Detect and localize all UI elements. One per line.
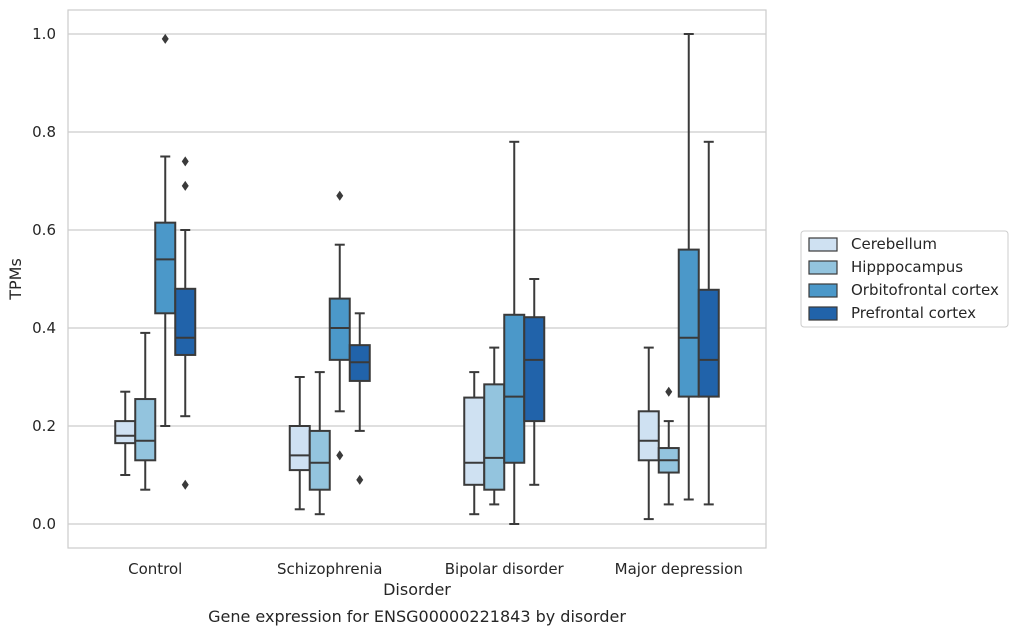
box-iqr [154, 221, 177, 315]
outlier-point [665, 386, 673, 397]
legend-label: Prefrontal cortex [851, 304, 976, 322]
box-orbitofrontal-cortex [503, 140, 526, 525]
x-tick-label: Control [128, 560, 182, 578]
outlier-point [181, 156, 189, 167]
box-iqr [134, 398, 157, 462]
y-axis-ticks: 0.0 0.2 0.4 0.6 0.8 1.0 [32, 25, 56, 533]
box-iqr [483, 383, 506, 491]
y-tick-label: 0.4 [32, 319, 56, 337]
y-tick-label: 0.6 [32, 221, 56, 239]
legend-swatch [808, 283, 838, 298]
legend-frame [800, 230, 1009, 328]
legend-swatch [808, 260, 838, 275]
outlier-point [336, 450, 344, 461]
x-axis-label: Disorder [383, 580, 451, 599]
outlier-point [181, 479, 189, 490]
box-cerebellum [288, 376, 311, 511]
chart-caption: Gene expression for ENSG00000221843 by d… [208, 607, 626, 626]
box-iqr [288, 425, 311, 472]
box-hipppocampus [657, 386, 680, 506]
box-orbitofrontal-cortex [154, 33, 177, 427]
box-prefrontal-cortex [523, 278, 546, 486]
box-iqr [697, 288, 720, 398]
box-iqr [677, 248, 700, 398]
legend-label: Hipppocampus [851, 258, 963, 276]
box-hipppocampus [483, 346, 506, 506]
box-cerebellum [114, 390, 137, 476]
legend-swatch [808, 237, 838, 252]
x-tick-label: Major depression [615, 560, 743, 578]
outlier-point [181, 180, 189, 191]
legend-swatch [808, 306, 838, 321]
x-axis-ticks: Control Schizophrenia Bipolar disorder Majo… [128, 560, 743, 578]
y-tick-label: 1.0 [32, 25, 56, 43]
x-tick-label: Schizophrenia [277, 560, 382, 578]
y-tick-label: 0.8 [32, 123, 56, 141]
box-iqr [114, 420, 137, 445]
box-prefrontal-cortex [174, 156, 197, 490]
outlier-point [336, 190, 344, 201]
y-axis-label: TPMs [6, 258, 25, 301]
box-prefrontal-cortex [348, 312, 371, 485]
box-orbitofrontal-cortex [328, 190, 351, 461]
box-cerebellum [463, 371, 486, 516]
y-tick-label: 0.0 [32, 515, 56, 533]
box-iqr [328, 297, 351, 361]
legend-items: Cerebellum Hipppocampus Orbitofrontal cort… [808, 235, 999, 322]
box-hipppocampus [134, 331, 157, 491]
legend-label: Orbitofrontal cortex [851, 281, 999, 299]
box-iqr [174, 287, 197, 356]
box-iqr [463, 396, 486, 486]
box-orbitofrontal-cortex [677, 33, 700, 501]
box-prefrontal-cortex [697, 140, 720, 506]
outlier-point [356, 474, 364, 485]
y-tick-label: 0.2 [32, 417, 56, 435]
legend-label: Cerebellum [851, 235, 937, 253]
outlier-point [161, 33, 169, 44]
box-iqr [637, 410, 660, 462]
box-cerebellum [637, 346, 660, 521]
box-series-group [114, 33, 720, 525]
box-hipppocampus [308, 371, 331, 516]
box-iqr [503, 313, 526, 464]
box-iqr [308, 429, 331, 491]
x-tick-label: Bipolar disorder [445, 560, 565, 578]
box-iqr [523, 316, 546, 423]
legend: Cerebellum Hipppocampus Orbitofrontal cort… [800, 230, 1009, 328]
plot-area-frame [67, 9, 767, 549]
